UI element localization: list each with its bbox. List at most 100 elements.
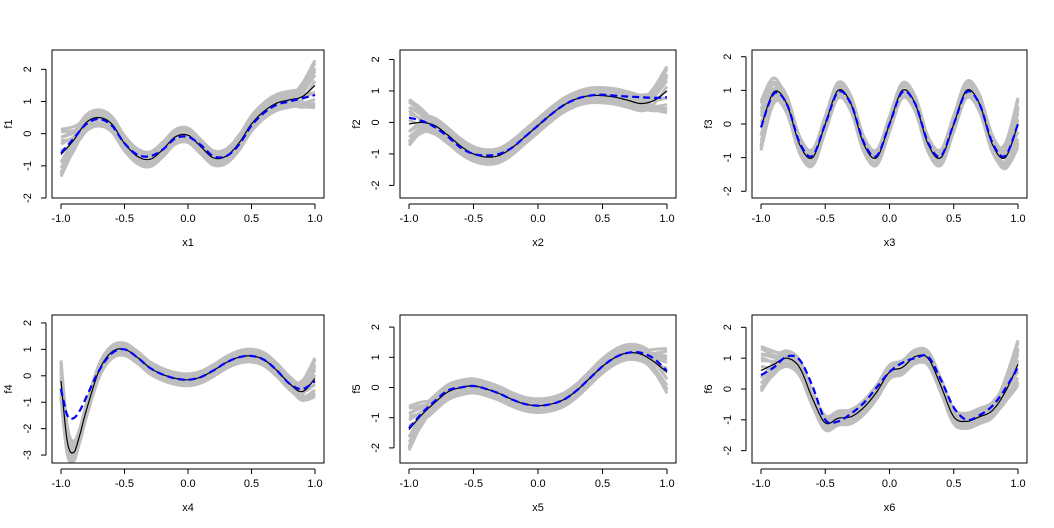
plot-frame [51,314,325,464]
estimate-curve [408,351,668,429]
x-tick-label: 1.0 [659,213,674,225]
y-tick-label: -1 [370,413,382,423]
y-tick-label: 2 [22,320,34,326]
y-tick-label: 1 [722,87,734,93]
y-tick-label: -2 [370,181,382,191]
y-tick-label: -1 [722,415,734,425]
x-tick-label: -1.0 [52,478,71,490]
y-tick-label: 1 [22,346,34,352]
x-tick-label: 1.0 [307,478,322,490]
true-curve [60,84,316,161]
y-tick-label: 1 [370,354,382,360]
x-tick-label: 0.0 [180,478,195,490]
y-tick-label: 0 [370,119,382,125]
y-tick-label: -2 [22,193,34,203]
replicate-curve [60,59,317,154]
estimate-curve [60,93,316,159]
y-axis-label: f5 [351,384,363,393]
plot-frame [51,49,325,199]
x-axis-label: x2 [532,237,544,249]
x-tick-label: -0.5 [816,478,835,490]
x-tick-label: 0.5 [244,213,259,225]
y-axis-label: f2 [351,119,363,128]
y-tick-label: 2 [722,54,734,60]
y-tick-label: 1 [370,88,382,94]
estimate-curve [760,354,1019,425]
y-tick-label: -1 [722,153,734,163]
plot-area [407,342,669,452]
y-tick-label: 2 [22,66,34,72]
y-tick-label: 0 [22,373,34,379]
y-axis-label: f6 [703,384,715,393]
plot-area [59,341,317,463]
y-tick-label: -1 [22,161,34,171]
panel-4: -1.0 -0.5 0.0 0.5 1.0 x4 -3 -2 -1 0 1 2 f4 [3,314,325,514]
y-tick-label: 0 [370,384,382,390]
replicate-curve [408,65,669,152]
y-tick-label: 0 [22,131,34,137]
x-axis-label: x3 [884,237,896,249]
x-tick-label: -1.0 [400,478,419,490]
y-tick-label: 2 [722,324,734,330]
plot-frame [751,314,1028,464]
x-tick-label: 0.5 [244,478,259,490]
plot-frame [399,49,677,199]
x-tick-label: 0.5 [595,478,610,490]
x-axis-label: x4 [182,502,194,514]
replicate-curve [759,76,1020,153]
x-tick-label: 0.5 [595,213,610,225]
x-tick-label: 0.0 [882,213,897,225]
x-tick-label: -1.0 [400,213,419,225]
x-tick-label: -0.5 [115,213,134,225]
replicate-curve [408,344,667,408]
y-tick-label: -2 [22,424,34,434]
y-tick-label: -1 [370,149,382,159]
x-axis-label: x5 [532,502,544,514]
plot-area [759,76,1020,171]
plot-area [59,59,317,178]
x-tick-label: -0.5 [816,213,835,225]
plot-area [759,339,1020,433]
x-tick-label: -0.5 [464,213,483,225]
x-tick-label: 0.0 [180,213,195,225]
replicate-curve [59,341,317,443]
x-tick-label: 0.0 [530,213,545,225]
panel-6: -1.0 -0.5 0.0 0.5 1.0 x6 -2 -1 0 1 2 f6 [703,314,1028,514]
x-tick-label: -0.5 [464,478,483,490]
y-tick-label: 1 [722,355,734,361]
x-axis-label: x6 [884,502,896,514]
replicate-curve [59,343,317,447]
y-tick-label: 0 [722,386,734,392]
x-tick-label: -1.0 [752,478,771,490]
estimate-curve [759,90,1020,158]
y-tick-label: 1 [22,98,34,104]
x-tick-label: 1.0 [307,213,322,225]
x-tick-label: -0.5 [115,478,134,490]
panel-1: -1.0 -0.5 0.0 0.5 1.0 x1 -2 -1 0 1 2 f1 [3,49,325,249]
y-axis-label: f1 [3,119,15,128]
true-curve [60,348,316,454]
x-tick-label: 0.5 [946,213,961,225]
x-tick-label: 0.0 [530,478,545,490]
x-tick-label: 1.0 [659,478,674,490]
y-tick-label: -2 [722,446,734,456]
y-tick-label: 0 [722,121,734,127]
replicate-curve [760,339,1020,419]
x-tick-label: 1.0 [1010,478,1025,490]
replicate-curve [407,86,667,156]
x-tick-label: 0.0 [882,478,897,490]
panel-3: -1.0 -0.5 0.0 0.5 1.0 x3 -2 -1 0 1 2 f3 [703,49,1028,249]
x-tick-label: 1.0 [1010,213,1025,225]
estimate-curve [408,93,668,157]
x-tick-label: -1.0 [52,213,71,225]
y-tick-label: -3 [22,450,34,460]
x-axis-label: x1 [182,237,194,249]
y-axis-label: f4 [3,384,15,393]
plot-frame [751,49,1028,199]
y-axis-label: f3 [703,119,715,128]
y-tick-label: -2 [722,186,734,196]
x-tick-label: 0.5 [946,478,961,490]
replicate-curve [60,74,317,165]
y-tick-label: 2 [370,56,382,62]
